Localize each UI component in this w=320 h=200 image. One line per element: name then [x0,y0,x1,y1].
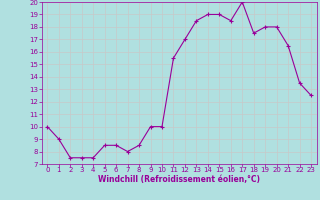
X-axis label: Windchill (Refroidissement éolien,°C): Windchill (Refroidissement éolien,°C) [98,175,260,184]
